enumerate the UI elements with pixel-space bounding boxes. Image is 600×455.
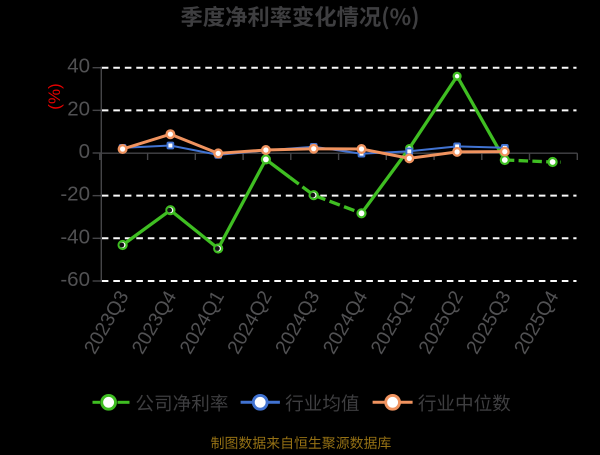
svg-text:-60: -60 [60, 268, 90, 291]
svg-text:-40: -40 [60, 225, 90, 248]
svg-text:0: 0 [79, 140, 90, 163]
svg-text:(%): (%) [45, 83, 64, 109]
svg-text:-20: -20 [60, 183, 90, 206]
svg-text:20: 20 [67, 97, 90, 120]
svg-text:40: 40 [67, 55, 90, 78]
